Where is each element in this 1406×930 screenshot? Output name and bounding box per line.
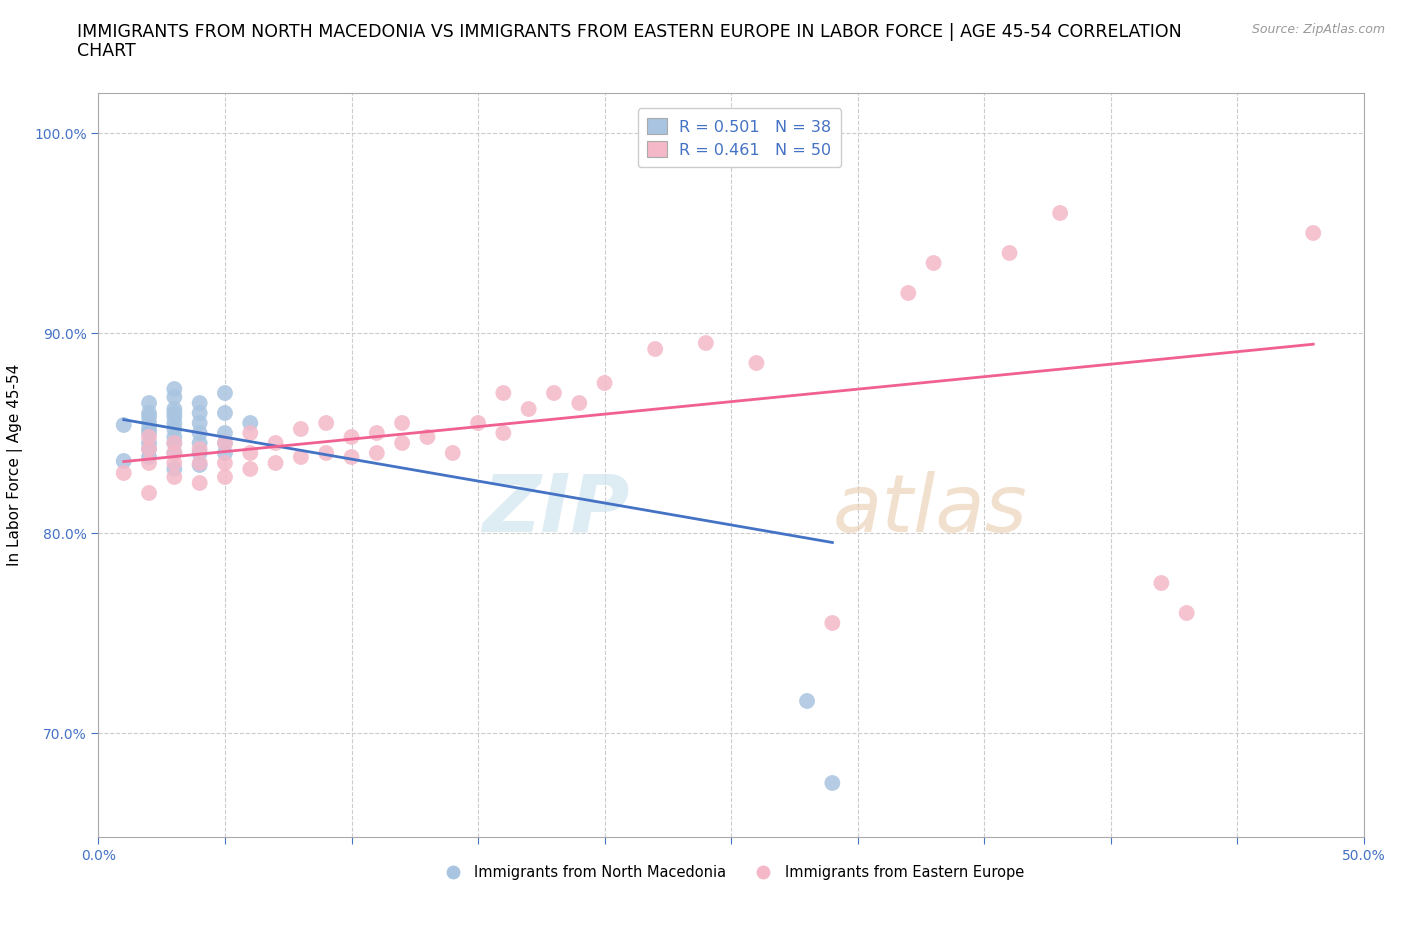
Point [138,416,160,431]
Point [922,256,945,271]
Point [138,426,160,441]
Point [188,395,211,410]
Point [163,416,186,431]
Point [391,416,413,431]
Point [290,449,312,464]
Point [517,402,540,417]
Point [188,445,211,460]
Point [214,435,236,450]
Point [188,416,211,431]
Point [1150,576,1173,591]
Point [897,286,920,300]
Point [214,405,236,420]
Text: Source: ZipAtlas.com: Source: ZipAtlas.com [1251,23,1385,36]
Point [138,430,160,445]
Point [214,456,236,471]
Point [163,456,186,471]
Point [163,435,186,450]
Point [593,376,616,391]
Point [163,402,186,417]
Point [163,390,186,405]
Point [391,435,413,450]
Point [1175,605,1198,620]
Point [492,386,515,401]
Point [264,456,287,471]
Point [214,386,236,401]
Point [138,395,160,410]
Point [138,485,160,500]
Point [188,458,211,472]
Point [163,381,186,396]
Point [163,461,186,476]
Point [239,461,262,476]
Point [492,426,515,441]
Point [315,445,337,460]
Point [796,694,818,709]
Point [239,426,262,441]
Text: IMMIGRANTS FROM NORTH MACEDONIA VS IMMIGRANTS FROM EASTERN EUROPE IN LABOR FORCE: IMMIGRANTS FROM NORTH MACEDONIA VS IMMIG… [77,23,1182,41]
Point [138,409,160,424]
Point [821,776,844,790]
Point [163,421,186,436]
Point [340,449,363,464]
Point [163,445,186,460]
Point [695,336,717,351]
Point [340,430,363,445]
Point [163,409,186,424]
Point [188,426,211,441]
Point [138,421,160,436]
Point [163,470,186,485]
Point [568,395,591,410]
Point [745,355,768,370]
Point [543,386,565,401]
Point [112,418,135,432]
Point [290,421,312,436]
Point [163,405,186,420]
Point [188,475,211,490]
Legend: Immigrants from North Macedonia, Immigrants from Eastern Europe: Immigrants from North Macedonia, Immigra… [432,858,1031,885]
Point [366,426,388,441]
Point [188,405,211,420]
Point [188,456,211,471]
Point [214,435,236,450]
Point [163,435,186,450]
Point [188,442,211,457]
Point [264,435,287,450]
Point [998,246,1021,260]
Point [416,430,439,445]
Point [138,442,160,457]
Point [441,445,464,460]
Point [366,445,388,460]
Point [163,445,186,460]
Point [138,442,160,457]
Y-axis label: In Labor Force | Age 45-54: In Labor Force | Age 45-54 [7,364,22,566]
Point [138,456,160,471]
Point [138,405,160,420]
Point [214,470,236,485]
Point [214,445,236,460]
Point [138,449,160,464]
Point [1302,226,1324,241]
Point [112,454,135,469]
Point [138,435,160,450]
Point [315,416,337,431]
Point [239,416,262,431]
Text: ZIP: ZIP [482,471,630,549]
Point [112,466,135,481]
Text: CHART: CHART [77,42,136,60]
Point [188,435,211,450]
Point [821,616,844,631]
Point [467,416,489,431]
Point [796,129,818,144]
Text: atlas: atlas [832,471,1028,549]
Point [239,445,262,460]
Point [163,430,186,445]
Point [214,426,236,441]
Point [644,341,666,356]
Point [1049,206,1071,220]
